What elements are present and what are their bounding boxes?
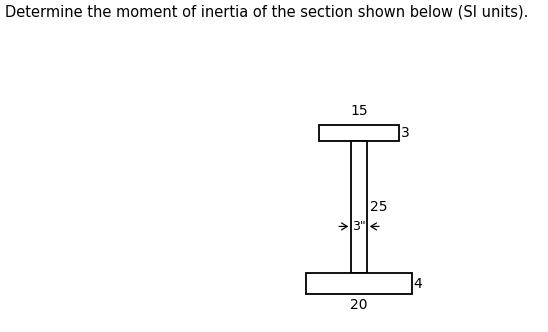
Bar bbox=[319, 125, 399, 141]
Text: 4: 4 bbox=[413, 277, 422, 290]
Text: 3: 3 bbox=[401, 126, 409, 140]
Bar bbox=[306, 273, 412, 294]
Text: 15: 15 bbox=[350, 104, 368, 119]
Bar bbox=[351, 141, 367, 273]
Text: Determine the moment of inertia of the section shown below (SI units).: Determine the moment of inertia of the s… bbox=[5, 5, 529, 20]
Text: 25: 25 bbox=[369, 200, 387, 214]
Text: 20: 20 bbox=[350, 298, 368, 312]
Text: 3": 3" bbox=[352, 220, 366, 233]
